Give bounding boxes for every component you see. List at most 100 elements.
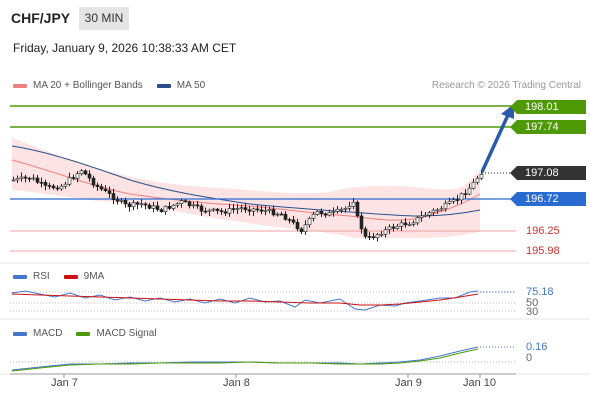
- candle-body: [79, 170, 84, 175]
- last-price-tag: 197.08: [510, 166, 586, 180]
- candle-body: [131, 202, 136, 208]
- macd-line: [11, 346, 479, 371]
- candle-body: [247, 209, 252, 212]
- candle-body: [475, 177, 480, 183]
- candle-body: [27, 177, 32, 180]
- candle-body: [339, 208, 344, 211]
- candle-body: [59, 185, 64, 190]
- candle-body: [271, 209, 276, 216]
- rsi-ma-line: [11, 293, 479, 306]
- candle-body: [83, 170, 88, 175]
- candle-body: [387, 226, 392, 230]
- candle-body: [107, 190, 112, 194]
- macd-legend-label: MACD: [33, 328, 63, 339]
- candle-body: [135, 202, 140, 205]
- candle-body: [299, 228, 304, 232]
- rsi-legend-label: RSI: [33, 271, 50, 282]
- candle-body: [371, 236, 376, 239]
- candle-body: [67, 177, 72, 185]
- candle-body: [343, 208, 348, 210]
- macd-zero-label: 0: [526, 352, 533, 364]
- candle-body: [15, 177, 20, 181]
- candle-body: [275, 213, 280, 216]
- support-1-label: 196.25: [526, 225, 560, 237]
- candle-body: [419, 215, 424, 218]
- candle-body: [39, 182, 44, 184]
- candle-body: [111, 193, 116, 200]
- candle-body: [199, 205, 204, 212]
- candle-body: [211, 208, 216, 211]
- candle-body: [467, 187, 472, 195]
- candle-body: [463, 193, 468, 195]
- candle-body: [331, 211, 336, 213]
- candle-body: [355, 201, 360, 217]
- candle-body: [319, 210, 324, 215]
- candle-body: [95, 184, 100, 187]
- candle-body: [227, 208, 232, 214]
- x-label-jan8: Jan 8: [223, 377, 250, 389]
- candle-body: [451, 199, 456, 202]
- timeframe-button[interactable]: 30 MIN: [79, 7, 129, 30]
- candle-body: [239, 207, 244, 209]
- candle-body: [151, 205, 156, 209]
- candle-body: [75, 173, 80, 179]
- candle-body: [435, 209, 440, 212]
- candle-body: [235, 208, 240, 210]
- candle-body: [379, 234, 384, 236]
- candle-body: [415, 217, 420, 224]
- candlestick-series: [11, 169, 484, 242]
- candle-body: [263, 210, 268, 212]
- candle-body: [427, 212, 432, 216]
- candle-body: [351, 201, 356, 207]
- candle-body: [395, 225, 400, 229]
- candle-body: [259, 209, 264, 212]
- candle-body: [139, 203, 144, 206]
- rsi-legend: RSI 9MA: [13, 271, 104, 282]
- candle-body: [447, 200, 452, 204]
- candle-body: [231, 208, 236, 210]
- ma50-legend-label: MA 50: [176, 80, 206, 91]
- candle-body: [11, 179, 16, 182]
- ma20-line: [11, 159, 481, 221]
- candle-body: [255, 208, 260, 211]
- candle-body: [179, 200, 184, 204]
- candle-body: [315, 210, 320, 215]
- candle-body: [223, 211, 228, 214]
- macd-value-label: 0.16: [526, 341, 548, 353]
- candle-body: [303, 224, 308, 232]
- candle-body: [403, 222, 408, 226]
- candle-body: [455, 199, 460, 201]
- candle-body: [219, 210, 224, 212]
- macd-signal-line: [11, 348, 479, 372]
- rsi-value-label: 75.18: [526, 286, 554, 298]
- candle-body: [23, 176, 28, 179]
- support-2-label: 195.98: [526, 245, 560, 257]
- candle-body: [191, 204, 196, 207]
- candle-body: [51, 185, 56, 189]
- pivot-tag: 196.72: [510, 192, 586, 206]
- candle-body: [91, 177, 96, 186]
- candle-body: [407, 224, 412, 226]
- resistance-1-tag: 197.74: [510, 120, 586, 134]
- candle-body: [187, 201, 192, 207]
- candle-body: [175, 203, 180, 206]
- candle-body: [159, 209, 164, 212]
- candle-body: [411, 222, 416, 225]
- candle-body: [399, 222, 404, 227]
- candle-body: [127, 203, 132, 208]
- candle-body: [423, 214, 428, 217]
- candle-body: [43, 182, 48, 186]
- candle-body: [367, 236, 372, 238]
- candle-body: [147, 204, 152, 209]
- candle-body: [295, 221, 300, 230]
- candle-body: [359, 215, 364, 230]
- candle-body: [55, 187, 60, 190]
- symbol-title: CHF/JPY: [11, 10, 71, 26]
- candle-body: [195, 204, 200, 207]
- candle-body: [103, 188, 108, 191]
- candle-body: [243, 207, 248, 211]
- candle-body: [207, 209, 212, 212]
- candle-body: [71, 177, 76, 179]
- candle-body: [479, 173, 484, 179]
